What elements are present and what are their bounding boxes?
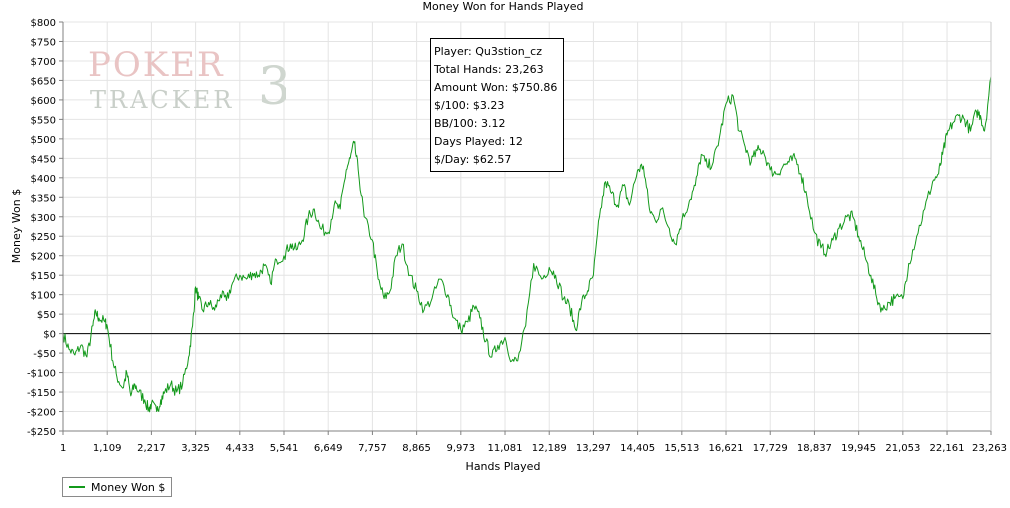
y-tick-label: $600 xyxy=(31,96,56,107)
x-tick-label: 22,161 xyxy=(930,443,965,454)
y-tick-label: $550 xyxy=(31,115,56,126)
x-tick-label: 8,865 xyxy=(402,443,431,454)
x-tick-label: 5,541 xyxy=(270,443,299,454)
x-tick-label: 13,297 xyxy=(576,443,611,454)
y-tick-label: $150 xyxy=(31,271,56,282)
x-tick-label: 15,513 xyxy=(664,443,699,454)
y-tick-label: -$150 xyxy=(27,388,56,399)
y-tick-label: -$250 xyxy=(27,427,56,438)
x-tick-label: 7,757 xyxy=(358,443,387,454)
y-tick-label: -$50 xyxy=(33,349,56,360)
stat-player: Player: Qu3stion_cz xyxy=(434,45,542,58)
stat-per-day: $/Day: $62.57 xyxy=(434,153,512,166)
x-tick-label: 1 xyxy=(60,443,66,454)
x-axis-label: Hands Played xyxy=(466,460,541,473)
stat-amount-won: Amount Won: $750.86 xyxy=(434,81,558,94)
watermark-tracker: TRACKER xyxy=(90,86,234,114)
y-tick-label: $400 xyxy=(31,174,56,185)
y-axis-label: Money Won $ xyxy=(10,189,23,263)
y-tick-label: $500 xyxy=(31,135,56,146)
series-line-group xyxy=(62,76,992,413)
y-tick-label: $700 xyxy=(31,57,56,68)
chart-title: Money Won for Hands Played xyxy=(423,0,584,13)
y-tick-labels: $800 $750 $700 $650 $600 $550 $500 $450 $400 $350… xyxy=(27,18,56,438)
watermark-mark: 3 xyxy=(258,57,286,114)
x-tick-labels: 1 1,109 2,217 3,325 4,433 5,541 6,649 7,757 8,86… xyxy=(60,443,1007,454)
gridlines xyxy=(62,21,992,432)
x-tick-label: 12,189 xyxy=(532,443,567,454)
y-tick-label: $0 xyxy=(43,330,56,341)
series-line-money-won xyxy=(62,76,992,413)
x-tick-label: 2,217 xyxy=(137,443,166,454)
stat-days-played: Days Played: 12 xyxy=(434,135,523,148)
y-tick-label: $450 xyxy=(31,154,56,165)
poker-tracker-watermark: POKER TRACKER 3 xyxy=(88,45,286,114)
x-tick-label: 23,263 xyxy=(972,443,1007,454)
x-tick-label: 1,109 xyxy=(93,443,122,454)
legend-swatch xyxy=(69,486,85,488)
x-tick-label: 21,053 xyxy=(885,443,920,454)
x-tick-label: 16,621 xyxy=(709,443,744,454)
x-tick-label: 3,325 xyxy=(181,443,210,454)
y-tick-label: $650 xyxy=(31,76,56,87)
watermark-poker: POKER xyxy=(88,45,225,85)
axes xyxy=(59,21,992,435)
y-tick-label: $250 xyxy=(31,232,56,243)
y-tick-label: $50 xyxy=(37,310,56,321)
legend: Money Won $ xyxy=(62,477,173,497)
stat-bb-per-100: BB/100: 3.12 xyxy=(434,117,506,130)
stat-per-100: $/100: $3.23 xyxy=(434,99,505,112)
x-tick-label: 14,405 xyxy=(620,443,655,454)
x-tick-label: 4,433 xyxy=(225,443,254,454)
y-tick-label: $800 xyxy=(31,18,56,29)
x-tick-label: 11,081 xyxy=(488,443,523,454)
y-tick-label: $100 xyxy=(31,291,56,302)
y-tick-label: $750 xyxy=(31,37,56,48)
x-tick-label: 17,729 xyxy=(753,443,788,454)
legend-label: Money Won $ xyxy=(91,480,166,494)
y-tick-label: -$100 xyxy=(27,369,56,380)
player-stats-box: Player: Qu3stion_cz Total Hands: 23,263 … xyxy=(430,38,564,172)
x-tick-label: 19,945 xyxy=(841,443,876,454)
x-tick-label: 6,649 xyxy=(314,443,343,454)
stat-total-hands: Total Hands: 23,263 xyxy=(434,63,544,76)
y-tick-label: $200 xyxy=(31,252,56,263)
x-tick-label: 18,837 xyxy=(797,443,832,454)
x-tick-label: 9,973 xyxy=(446,443,475,454)
y-tick-label: $300 xyxy=(31,213,56,224)
y-tick-label: -$200 xyxy=(27,408,56,419)
y-tick-label: $350 xyxy=(31,193,56,204)
